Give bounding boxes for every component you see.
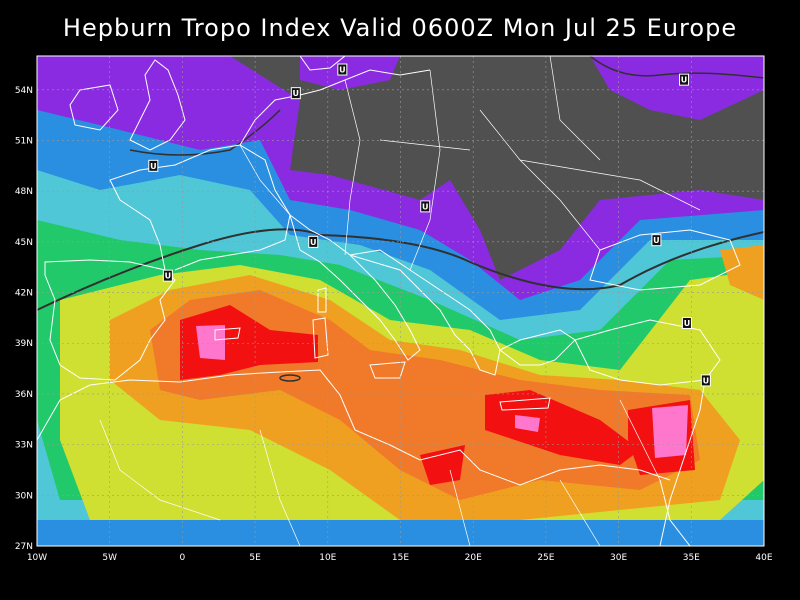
coastline-north-africa — [37, 369, 671, 486]
trough-marker-text: U — [165, 272, 172, 281]
lat-lon-grid — [37, 56, 764, 546]
coastline-sardinia — [312, 317, 329, 359]
trough-marker: U — [308, 235, 319, 248]
contour-band-pink-levant — [652, 405, 688, 458]
latitude-label: 33N — [15, 441, 33, 451]
trough-marker-box — [700, 374, 711, 387]
contour-band-red — [180, 305, 318, 380]
contour-line — [589, 56, 764, 79]
coastline-turkey — [574, 319, 721, 386]
trough-marker: U — [700, 374, 711, 387]
coastline-corsica — [317, 287, 327, 313]
longitude-label: 5W — [102, 553, 117, 563]
longitude-label: 40E — [755, 553, 772, 563]
longitude-label: 35E — [683, 553, 700, 563]
latitude-label: 51N — [15, 136, 33, 146]
trough-marker: U — [162, 269, 173, 282]
trough-marker-box — [651, 234, 662, 247]
contour-line — [129, 109, 281, 156]
coastline-italy — [289, 213, 421, 361]
latitude-axis-labels: 54N 51N 48N 45N 42N 39N 36N 33N 30N 27N — [15, 86, 33, 552]
longitude-label: 30E — [610, 553, 627, 563]
coastline-north-sea — [239, 69, 431, 146]
trough-marker: U — [420, 200, 431, 213]
border-lines — [239, 56, 701, 271]
trough-marker-text: U — [150, 162, 157, 171]
trough-marker: U — [651, 234, 662, 247]
trough-marker-text: U — [310, 238, 317, 247]
contour-band-pink-crete — [515, 415, 540, 432]
contour-band-purple-north — [300, 56, 400, 90]
trough-marker-box — [679, 73, 690, 86]
contour-band-pink — [196, 325, 225, 360]
trough-marker-text: U — [339, 66, 346, 75]
trough-marker: U — [337, 63, 348, 76]
latitude-label: 48N — [15, 187, 33, 197]
plot-frame — [36, 55, 765, 547]
longitude-label: 20E — [465, 553, 482, 563]
coastlines — [37, 56, 741, 546]
longitude-label: 10E — [319, 553, 336, 563]
longitude-label: 15E — [392, 553, 409, 563]
map-title: Hepburn Tropo Index Valid 0600Z Mon Jul … — [62, 14, 738, 42]
coastline-black-sea — [589, 229, 741, 291]
trough-marker-box — [162, 269, 173, 282]
coastline-scandinavia — [299, 56, 346, 71]
contour-line — [37, 228, 764, 311]
coastline-levant — [659, 379, 706, 546]
trough-marker-box — [148, 159, 159, 172]
coastline-crete — [499, 397, 551, 411]
trough-marker: U — [290, 87, 301, 100]
coastline-sicily — [369, 361, 406, 379]
trough-marker-text: U — [293, 89, 300, 98]
longitude-axis-labels: 10W 5W 0 5E 10E 15E 20E 25E 30E 35E 40E — [27, 553, 773, 563]
coastline-balearics — [214, 327, 241, 341]
latitude-label: 30N — [15, 491, 33, 501]
longitude-label: 0 — [180, 553, 186, 563]
longitude-label: 5E — [249, 553, 261, 563]
trough-marker-text: U — [684, 319, 691, 328]
contour-band-purple-ne — [590, 56, 764, 120]
coastline-britain — [129, 59, 186, 151]
latitude-label: 54N — [15, 86, 33, 96]
latitude-label: 45N — [15, 238, 33, 248]
trough-marker: U — [679, 73, 690, 86]
trough-marker: U — [148, 159, 159, 172]
trough-marker-box — [681, 316, 692, 329]
latitude-label: 36N — [15, 390, 33, 400]
coastline-iberia — [44, 259, 176, 381]
longitude-label: 25E — [537, 553, 554, 563]
latitude-label: 27N — [15, 542, 33, 552]
trough-marker-text: U — [681, 76, 688, 85]
latitude-label: 39N — [15, 339, 33, 349]
latitude-label: 42N — [15, 289, 33, 299]
trough-marker-text: U — [653, 236, 660, 245]
trough-marker-box — [308, 235, 319, 248]
border-lines — [99, 399, 661, 546]
coastline-red-sea — [659, 479, 691, 546]
coastline-balkans — [349, 249, 501, 376]
trough-marker-box — [337, 63, 348, 76]
trough-markers: U U U U U U U U U U — [148, 63, 711, 387]
coastline-ireland — [69, 84, 119, 131]
contour-line — [279, 374, 301, 382]
trough-marker-text: U — [703, 376, 710, 385]
longitude-label: 10W — [27, 553, 47, 563]
trough-marker-text: U — [422, 202, 429, 211]
trough-marker: U — [681, 316, 692, 329]
contour-band-red-libya — [420, 445, 465, 485]
contour-band-light-orange-east — [720, 245, 764, 300]
trough-marker-box — [420, 200, 431, 213]
trough-marker-box — [290, 87, 301, 100]
